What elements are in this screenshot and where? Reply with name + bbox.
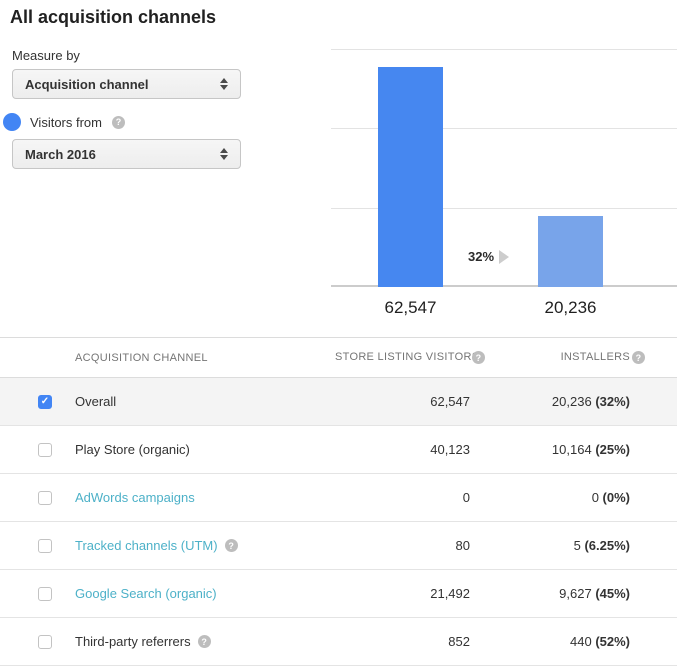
table-header-row: ACQUISITION CHANNEL STORE LISTING VISITO… [0, 337, 677, 378]
installers-value: 10,164 (25%) [551, 442, 630, 457]
visitors-value: 0 [462, 490, 470, 505]
table-row-overall: Overall 62,547 20,236 (32%) [0, 378, 677, 426]
channel-link[interactable]: Google Search (organic) [75, 586, 217, 601]
channel-label: Overall [75, 394, 117, 409]
checkbox-third-party[interactable] [38, 634, 52, 649]
conversion-pct: (52%) [595, 634, 630, 649]
measure-by-select[interactable]: Acquisition channel [12, 69, 241, 99]
table-row-third-party-referrers: Third-party referrers 852 440 (52%) [0, 618, 677, 666]
help-icon[interactable] [632, 351, 645, 364]
conversion-rate-label: 32% [468, 249, 495, 264]
header-acquisition-channel: ACQUISITION CHANNEL [75, 351, 208, 364]
table-row-tracked-channels-utm: Tracked channels (UTM) 80 5 (6.25%) [0, 522, 677, 570]
period-value: March 2016 [25, 146, 96, 162]
gridline [331, 49, 677, 50]
header-installers: INSTALLERS [560, 351, 630, 364]
table-row-google-search-organic: Google Search (organic) 21,492 9,627 (45… [0, 570, 677, 618]
bar-value-visitors: 62,547 [384, 298, 437, 317]
series-color-dot [3, 113, 21, 131]
visitors-value: 21,492 [430, 586, 470, 601]
help-icon[interactable] [112, 115, 125, 129]
help-icon[interactable] [197, 635, 211, 648]
visitors-value: 62,547 [430, 394, 470, 409]
checkbox-adwords[interactable] [38, 490, 52, 505]
channel-label: Play Store (organic) [75, 442, 190, 457]
series-label: Visitors from [30, 114, 102, 130]
measure-by-label: Measure by [12, 48, 80, 63]
gridline [331, 208, 677, 209]
conversion-pct: (6.25%) [584, 538, 630, 553]
conversion-rate-annotation: 32% [468, 249, 510, 264]
gridline [331, 128, 677, 129]
measure-by-value: Acquisition channel [25, 76, 149, 92]
conversion-pct: (32%) [595, 394, 630, 409]
period-select[interactable]: March 2016 [12, 139, 241, 169]
series-legend: Visitors from [3, 113, 125, 131]
bar-store-listing-visitors [378, 67, 443, 287]
table-row-adwords-campaigns: AdWords campaigns 0 0 (0%) [0, 474, 677, 522]
arrow-right-icon [499, 249, 510, 264]
select-spinner-icon [220, 78, 228, 90]
checkbox-play-store[interactable] [38, 442, 52, 457]
checkbox-overall[interactable] [38, 394, 52, 409]
bar-installers [538, 216, 603, 287]
conversion-pct: (0%) [602, 490, 630, 505]
conversion-bar-chart: 32% 62,547 20,236 [331, 0, 677, 317]
channel-label: Third-party referrers [75, 634, 191, 649]
channel-link[interactable]: Tracked channels (UTM) [75, 538, 218, 553]
bar-value-installers: 20,236 [544, 298, 597, 317]
help-icon[interactable] [224, 539, 238, 552]
installers-value: 9,627 (45%) [559, 586, 630, 601]
x-axis-line [331, 285, 677, 287]
installers-value: 0 (0%) [591, 490, 630, 505]
checkbox-google-search[interactable] [38, 586, 52, 601]
page-title: All acquisition channels [10, 7, 217, 27]
header-store-listing-visitors: STORE LISTING VISITORS [335, 351, 480, 364]
visitors-value: 80 [455, 538, 470, 553]
installers-value: 440 (52%) [569, 634, 630, 649]
select-spinner-icon [220, 148, 228, 160]
conversion-pct: (25%) [595, 442, 630, 457]
installers-value: 5 (6.25%) [573, 538, 630, 553]
installers-value: 20,236 (32%) [551, 394, 630, 409]
visitors-value: 852 [448, 634, 470, 649]
acquisition-channels-table: ACQUISITION CHANNEL STORE LISTING VISITO… [0, 337, 677, 666]
channel-link[interactable]: AdWords campaigns [75, 490, 195, 505]
help-icon[interactable] [472, 351, 485, 364]
conversion-pct: (45%) [595, 586, 630, 601]
table-row-play-store-organic: Play Store (organic) 40,123 10,164 (25%) [0, 426, 677, 474]
visitors-value: 40,123 [430, 442, 470, 457]
checkbox-tracked-channels[interactable] [38, 538, 52, 553]
